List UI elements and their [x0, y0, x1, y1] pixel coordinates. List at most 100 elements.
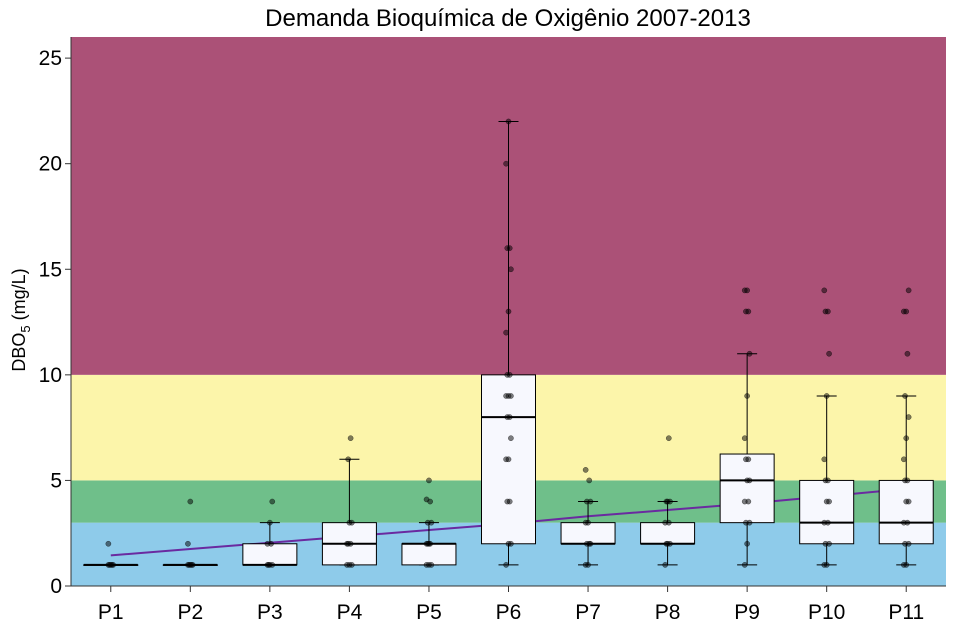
data-point [505, 118, 512, 125]
data-point [744, 287, 750, 294]
data-point [503, 329, 509, 336]
data-point [348, 562, 355, 568]
data-point [345, 456, 352, 463]
data-point [826, 350, 832, 357]
box-P10 [799, 287, 855, 568]
x-tick-label: P1 [98, 601, 124, 624]
data-point [585, 562, 591, 568]
data-point [506, 371, 513, 378]
data-point [665, 435, 672, 442]
x-tick-label: P8 [655, 601, 681, 624]
data-point [905, 414, 912, 420]
data-point [583, 498, 590, 505]
box-body [799, 479, 855, 545]
y-axis: 0 5 10 15 20 25 [39, 37, 72, 598]
y-axis-label-sub: 5 [18, 325, 33, 332]
data-point [741, 435, 748, 442]
data-point [822, 540, 829, 547]
data-point [905, 498, 912, 505]
data-point [823, 562, 830, 568]
data-point [269, 498, 276, 505]
data-point [508, 393, 514, 399]
data-point [821, 456, 828, 463]
data-point [741, 498, 748, 505]
box-P7 [560, 467, 616, 568]
x-tick-label: P2 [177, 601, 203, 624]
data-point [585, 519, 591, 526]
data-point [904, 477, 911, 484]
y-tick-label: 10 [39, 364, 62, 387]
data-point [821, 519, 828, 526]
data-point [900, 519, 907, 526]
box-P3 [242, 498, 298, 568]
data-point [586, 540, 593, 547]
data-point [503, 562, 509, 568]
data-point [821, 287, 828, 294]
y-axis-label-main: DBO [9, 333, 29, 372]
data-point [508, 435, 514, 442]
data-point [741, 562, 748, 568]
box-P9 [719, 287, 775, 568]
box-P4 [321, 435, 377, 568]
data-point [505, 456, 512, 463]
data-point [582, 467, 589, 473]
box-P5 [401, 477, 457, 568]
y-axis-label-unit: (mg/L) [9, 268, 29, 325]
data-point [109, 562, 115, 568]
box-body [242, 543, 298, 566]
data-point [743, 519, 749, 526]
box-P11 [878, 287, 934, 568]
data-point [506, 414, 513, 420]
data-point [902, 540, 908, 547]
x-tick-label: P7 [575, 601, 601, 624]
data-point [825, 308, 831, 315]
data-point [344, 540, 350, 547]
data-point [506, 498, 513, 505]
data-point [903, 308, 910, 315]
data-point [663, 498, 670, 505]
data-point [746, 477, 753, 484]
x-tick-label: P9 [734, 601, 760, 624]
data-point [745, 308, 752, 315]
chart-title: Demanda Bioquímica de Oxigênio 2007-2013 [265, 5, 751, 32]
data-point [426, 477, 432, 484]
data-point [902, 393, 908, 399]
x-tick-label: P6 [496, 601, 522, 624]
x-tick-label: P5 [416, 601, 442, 624]
data-point [663, 540, 670, 547]
data-point [903, 435, 910, 442]
data-point [746, 350, 753, 357]
data-point [905, 287, 912, 294]
x-tick-label: P4 [337, 601, 363, 624]
data-point [423, 496, 430, 503]
box-body [719, 453, 775, 524]
boxes-group [83, 118, 934, 568]
data-point [348, 519, 355, 526]
data-point [662, 519, 669, 526]
y-tick-label: 25 [39, 47, 62, 70]
data-point [586, 477, 593, 484]
data-point [900, 456, 907, 463]
data-point [426, 540, 432, 547]
data-point [508, 266, 514, 273]
data-point [904, 350, 911, 357]
data-point [662, 562, 669, 568]
data-point [826, 498, 832, 505]
x-tick-label: P11 [888, 601, 924, 624]
data-point [744, 393, 750, 399]
box-body [640, 522, 696, 545]
box-P6 [481, 118, 536, 568]
data-point [424, 519, 431, 526]
y-axis-label: DBO5 (mg/L) [9, 268, 33, 371]
data-point [185, 540, 191, 547]
box-body [560, 522, 616, 545]
data-point [105, 540, 112, 547]
data-point [506, 245, 513, 252]
data-point [745, 456, 752, 463]
box-body [878, 479, 934, 545]
y-tick-label: 0 [50, 575, 62, 598]
data-point [188, 562, 195, 568]
data-point [347, 435, 354, 442]
data-point [265, 562, 272, 568]
